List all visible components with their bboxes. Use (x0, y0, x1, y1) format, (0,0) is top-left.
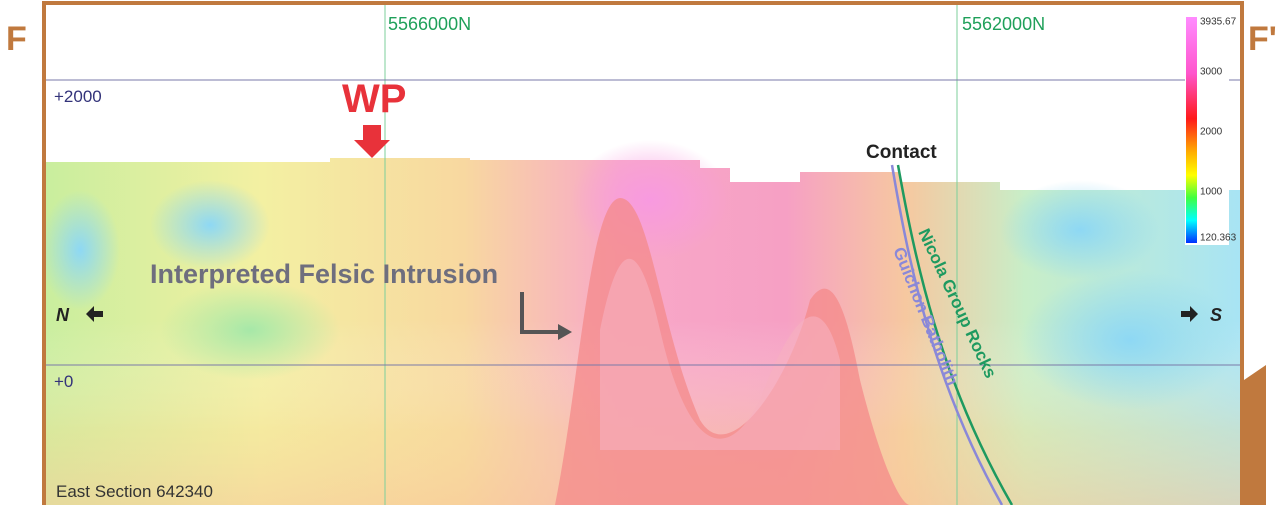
colorbar-label: 120.363 (1200, 233, 1237, 244)
colorbar-label: 3935.67 (1200, 17, 1237, 28)
colorbar-label: 1000 (1200, 187, 1223, 198)
colorbar-label: 2000 (1200, 127, 1223, 138)
wp-arrow (354, 125, 390, 158)
elevation-label: +0 (54, 372, 73, 391)
intrusion-label: Interpreted Felsic Intrusion (150, 259, 498, 289)
northing-label: 5562000N (962, 14, 1045, 34)
section-end-label: F (6, 20, 27, 58)
direction-label: N (56, 305, 70, 325)
direction-label: S (1210, 305, 1222, 325)
colorbar (1186, 17, 1197, 243)
frame (42, 1, 1244, 510)
contact-label: Contact (866, 142, 937, 163)
pointer-arrow (558, 324, 572, 340)
section-end-label: F' (1248, 20, 1277, 58)
contact-line (896, 164, 1014, 505)
pointer-arrow (520, 292, 560, 334)
northing-label: 5566000N (388, 14, 471, 34)
colorbar-labels: 3935.67 3000 2000 1000 120.363 (1200, 17, 1237, 244)
direction-arrow (1181, 306, 1198, 322)
contact-line (890, 164, 1004, 505)
section-area (46, 5, 1240, 505)
wp-label: WP (342, 77, 406, 121)
direction-arrow (86, 306, 103, 322)
colorbar-label: 3000 (1200, 67, 1223, 78)
section-title: East Section 642340 (56, 482, 213, 501)
elevation-label: +2000 (54, 87, 102, 106)
side-tab (1244, 365, 1266, 505)
